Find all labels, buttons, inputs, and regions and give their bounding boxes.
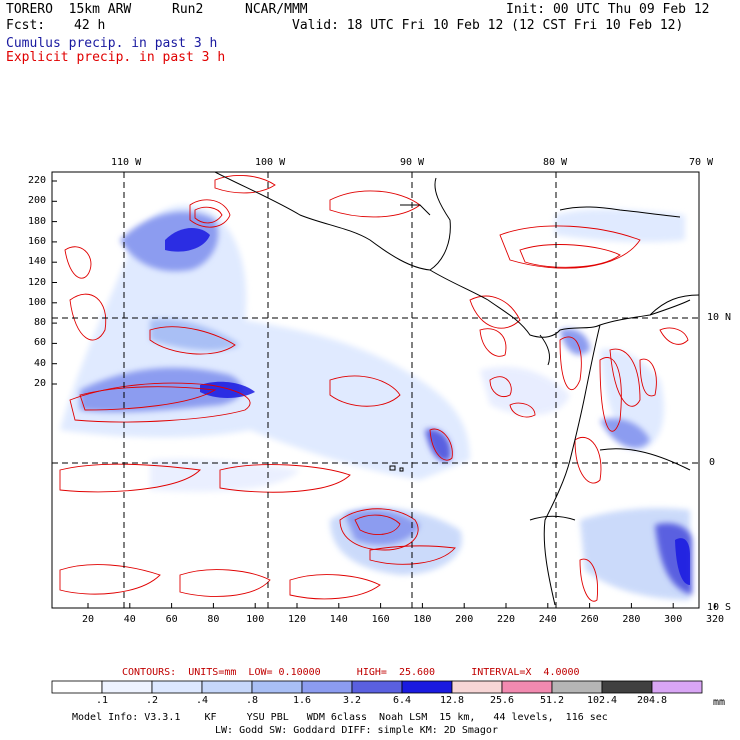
- lon-label-110w: 110 W: [111, 157, 142, 168]
- x-tick-label: 40: [123, 614, 136, 625]
- y-tick-label: 200: [27, 195, 46, 207]
- lat-label-10n: 10 N: [707, 312, 732, 323]
- init-time: Init: 00 UTC Thu 09 Feb 12: [506, 2, 710, 17]
- colorbar-swatch: [551, 680, 603, 694]
- x-tick-label: 300: [664, 614, 683, 625]
- x-tick-label: 100: [246, 614, 265, 625]
- colorbar: [51, 680, 703, 694]
- colorbar-swatch: [51, 680, 103, 694]
- colorbar-swatch: [301, 680, 353, 694]
- colorbar-label: .1: [95, 695, 109, 706]
- colorbar-label: 6.4: [392, 695, 412, 706]
- coastlines: [214, 172, 699, 606]
- colorbar-unit: mm: [713, 697, 726, 708]
- map-frame: [51, 171, 700, 609]
- y-tick-label: 160: [27, 235, 46, 247]
- y-tick-label: 40: [33, 357, 46, 369]
- x-tick-label: 80: [207, 614, 220, 625]
- axis-ticks: [52, 180, 716, 608]
- model-info-line2: LW: Godd SW: Goddard DIFF: simple KM: 2D…: [215, 725, 498, 736]
- colorbar-label: 204.8: [636, 695, 668, 706]
- valid-time: Valid: 18 UTC Fri 10 Feb 12 (12 CST Fri …: [292, 18, 684, 33]
- colorbar-label: 3.2: [342, 695, 362, 706]
- x-tick-label: 260: [580, 614, 599, 625]
- colorbar-label: .2: [145, 695, 159, 706]
- y-tick-label: 140: [27, 256, 46, 268]
- colorbar-swatch: [401, 680, 453, 694]
- forecast-hours: 42 h: [74, 18, 106, 33]
- lon-label-100w: 100 W: [255, 157, 286, 168]
- y-tick-label: 100: [27, 296, 46, 308]
- colorbar-label: .4: [195, 695, 209, 706]
- colorbar-swatch: [501, 680, 553, 694]
- model-title: TORERO 15km ARW: [6, 2, 132, 17]
- x-tick-label: 280: [622, 614, 641, 625]
- lon-label-90w: 90 W: [400, 157, 425, 168]
- lon-label-70w: 70 W: [689, 157, 714, 168]
- graticule: [52, 172, 699, 608]
- precip-shading-heavy: [165, 228, 690, 585]
- x-tick-label: 180: [413, 614, 432, 625]
- y-tick-label: 20: [33, 378, 46, 389]
- field-label-cumulus: Cumulus precip. in past 3 h: [6, 36, 218, 51]
- x-tick-label: 240: [538, 614, 557, 625]
- x-tick-label: 120: [287, 614, 307, 625]
- y-tick-label: 120: [27, 276, 46, 288]
- explicit-precip-contours: [59, 175, 689, 602]
- x-tick-label: 200: [455, 614, 474, 625]
- x-tick-label: 20: [81, 614, 95, 625]
- contour-info: CONTOURS: UNITS=mm LOW= 0.10000 HIGH= 25…: [122, 667, 580, 678]
- colorbar-swatch: [451, 680, 503, 694]
- y-tick-label: 60: [33, 337, 46, 349]
- colorbar-label: 102.4: [586, 695, 618, 706]
- colorbar-swatch: [601, 680, 653, 694]
- x-tick-label: 60: [165, 614, 178, 625]
- lat-label-10s: 10 S: [707, 602, 732, 613]
- y-tick-label: 80: [33, 317, 46, 329]
- colorbar-swatch: [151, 680, 203, 694]
- field-label-explicit: Explicit precip. in past 3 h: [6, 50, 226, 65]
- colorbar-swatch: [101, 680, 153, 694]
- lat-label-0: 0: [709, 457, 716, 468]
- colorbar-label: 12.8: [439, 695, 465, 706]
- model-info-line1: Model Info: V3.3.1 KF YSU PBL WDM 6class…: [72, 712, 608, 723]
- x-tick-label: 140: [329, 614, 348, 625]
- colorbar-label: 51.2: [539, 695, 565, 706]
- y-tick-label: 180: [27, 215, 46, 227]
- y-tick-label: 220: [27, 175, 46, 186]
- colorbar-swatch: [201, 680, 253, 694]
- x-tick-label: 160: [371, 614, 390, 625]
- colorbar-label: 25.6: [489, 695, 515, 706]
- lon-label-80w: 80 W: [543, 157, 568, 168]
- run-label: Run2: [172, 2, 204, 17]
- forecast-label: Fcst:: [6, 18, 46, 33]
- colorbar-swatch: [351, 680, 403, 694]
- colorbar-swatch: [251, 680, 303, 694]
- org-label: NCAR/MMM: [245, 2, 308, 17]
- x-tick-label: 320: [705, 614, 725, 625]
- colorbar-label: .8: [245, 695, 259, 706]
- colorbar-swatch: [651, 680, 703, 694]
- x-tick-label: 220: [496, 614, 516, 625]
- colorbar-label: 1.6: [292, 695, 312, 706]
